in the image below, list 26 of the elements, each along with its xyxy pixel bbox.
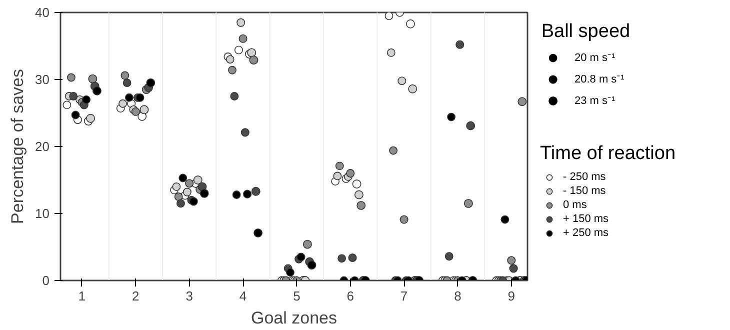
y-tick-label: 20 bbox=[35, 139, 50, 154]
x-tick-label: 5 bbox=[293, 288, 300, 304]
x-tick-label: 7 bbox=[400, 288, 408, 304]
x-tick-label: 8 bbox=[454, 288, 462, 304]
legend-label: 20.8 m s⁻¹ bbox=[574, 74, 625, 86]
x-tick-label: 2 bbox=[132, 288, 140, 304]
legend-label: + 250 ms bbox=[563, 226, 609, 240]
x-tick-label: 3 bbox=[186, 288, 193, 304]
y-tick-label: 0 bbox=[42, 273, 50, 288]
legend-label: 0 ms bbox=[563, 198, 587, 212]
y-tick-label: 10 bbox=[35, 206, 50, 221]
legend-label: 23 m s⁻¹ bbox=[574, 94, 616, 107]
text: Ball speed bbox=[541, 20, 630, 42]
x-axis-title: Goal zones bbox=[251, 308, 337, 328]
legend-title: Time of reaction bbox=[540, 143, 676, 165]
legend-label: + 150 ms bbox=[563, 212, 609, 226]
x-tick-label: 6 bbox=[346, 288, 354, 304]
legend-label: - 150 ms bbox=[563, 184, 606, 198]
x-tick-label: 4 bbox=[239, 288, 247, 304]
legend-label: - 250 ms bbox=[563, 170, 606, 184]
y-axis-title: Percentage of saves bbox=[8, 69, 28, 224]
y-tick-label: 40 bbox=[35, 5, 50, 20]
y-tick-label: 30 bbox=[35, 72, 50, 87]
x-tick-label: 9 bbox=[508, 288, 516, 304]
x-tick-label: 1 bbox=[78, 288, 86, 304]
legend-label: 20 m s⁻¹ bbox=[574, 52, 616, 64]
